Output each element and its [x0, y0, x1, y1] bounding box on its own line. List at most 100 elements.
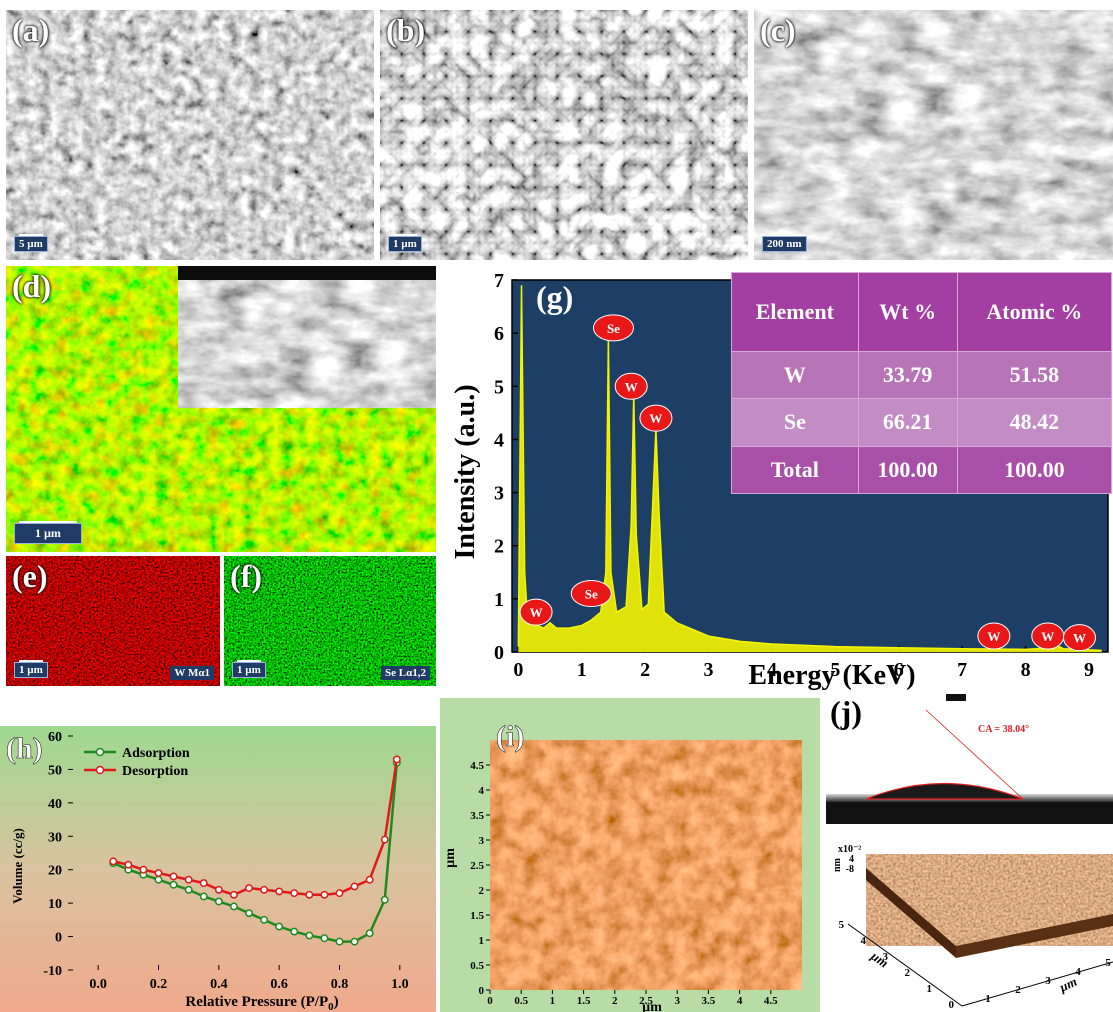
isotherm-point: [380, 895, 389, 904]
isotherm-point: [275, 922, 284, 931]
cross-section-inset: [178, 266, 436, 408]
scale-bar-b: 1 µm: [388, 234, 422, 252]
afm-3d-xtick-label: 3: [883, 951, 889, 963]
edx-peak-text: W: [530, 605, 543, 620]
isotherm-point: [290, 927, 299, 936]
isotherm-point: [365, 929, 374, 938]
element-tag-e: W Mα1: [170, 666, 214, 680]
afm-3d-xtick-label: 0: [949, 999, 955, 1011]
panel-label-i: (i): [496, 720, 524, 753]
sem-image-c: [754, 10, 1113, 260]
afm-3d-ytick-label: 5: [1105, 957, 1111, 969]
afm-3d-ytick-label: 1: [985, 993, 991, 1005]
edx-peak-text: W: [987, 629, 1000, 644]
afm-ytick-label: 2.5: [470, 860, 484, 872]
isotherm-point: [169, 872, 178, 881]
panel-label-h: (h): [6, 732, 43, 765]
afm-xtick-label: 3: [674, 995, 680, 1007]
eds-map-panel-e: (e) 1 µm W Mα1: [6, 556, 220, 686]
isotherm-xlabel: Relative Pressure (P/P0): [185, 994, 338, 1012]
edx-ytick-label: 0: [494, 642, 504, 664]
isotherm-point: [275, 887, 284, 896]
afm-ytick-label: 0: [479, 985, 485, 997]
afm-ytick-label: 4: [479, 785, 485, 797]
edx-peak-text: Se: [585, 587, 598, 602]
edx-xtick-label: 7: [957, 659, 967, 681]
edx-xtick-label: 2: [640, 659, 650, 681]
isotherm-point: [320, 890, 329, 899]
edx-ytick-label: 5: [494, 376, 504, 398]
isotherm-point: [350, 882, 359, 891]
isotherm-point: [184, 875, 193, 884]
sem-panel-c: (c) 200 nm: [754, 10, 1113, 260]
eds-map-panel-f: (f) 1 µm Se Lα1,2: [224, 556, 436, 686]
isotherm-point: [365, 875, 374, 884]
afm-3d-xtick-label: 5: [839, 919, 845, 931]
afm-topography-image: [490, 740, 802, 990]
isotherm-panel-background: [0, 726, 436, 1012]
isotherm-point: [214, 897, 223, 906]
sem-image-a: [6, 10, 374, 260]
afm-3d-ytick-label: 4: [1075, 966, 1081, 978]
isotherm-point: [229, 902, 238, 911]
isotherm-ytick-label: 0: [55, 931, 62, 946]
table-header-element: Element: [731, 272, 859, 352]
isotherm-point: [154, 875, 163, 884]
afm-2d-chart: 0 0.5 1 1.5 2 2.5 3 3.5 4 4.5 0 0.5 1 1.5 2 2.5 3 3.5 4 4.5…: [440, 698, 820, 1012]
table-header-wt: Wt %: [857, 272, 958, 352]
panel-label-a: (a): [12, 12, 50, 48]
afm-ylabel: µm: [443, 848, 458, 868]
afm-3d-surface: [866, 854, 1113, 946]
edx-ytick-label: 7: [494, 270, 504, 292]
edx-peak-label: Se: [592, 314, 634, 342]
isotherm-point: [335, 937, 344, 946]
edx-peak-label: W: [1031, 622, 1065, 650]
afm-ytick-label: 2: [479, 885, 485, 897]
afm-ytick-label: 1: [479, 935, 485, 947]
afm-ytick-label: 4.5: [470, 760, 484, 772]
legend-label: Adsorption: [122, 746, 190, 761]
isotherm-point: [214, 885, 223, 894]
sem-panel-b: (b) 1 µm: [380, 10, 748, 260]
afm-3d-zscale: x10⁻²: [838, 844, 861, 855]
isotherm-point: [305, 931, 314, 940]
isotherm-point: [169, 880, 178, 889]
table-cell: Total: [731, 445, 859, 495]
edx-peak-marker: [570, 580, 612, 608]
isotherm-point: [392, 755, 401, 764]
edx-peak-text: W: [1073, 631, 1086, 646]
edx-xtick-label: 5: [830, 659, 840, 681]
edx-xtick-label: 6: [894, 659, 904, 681]
isotherm-ytick-label: 20: [48, 864, 62, 879]
afm-3d-xtick-label: 2: [905, 967, 911, 979]
table-cell: 33.79: [857, 350, 958, 400]
table-row: Se 66.21 48.42: [731, 398, 1113, 447]
edx-peak-label: W: [519, 598, 553, 626]
panel-label-b: (b): [386, 12, 426, 48]
table-cell: 48.42: [956, 398, 1113, 447]
isotherm-point: [199, 879, 208, 888]
afm-3d-ytick-label: 3: [1045, 975, 1051, 987]
contact-angle-value: CA = 38.04°: [978, 724, 1030, 735]
afm-ytick-label: 1.5: [470, 910, 484, 922]
edx-peak-text: Se: [607, 321, 620, 336]
isotherm-point: [290, 889, 299, 898]
afm-3d-xtick-label: 1: [927, 983, 933, 995]
edx-peak-marker: [1062, 624, 1096, 652]
isotherm-xtick-label: 0.0: [89, 977, 107, 992]
afm-xtick-label: 2: [612, 995, 618, 1007]
isotherm-point: [245, 884, 253, 893]
afm-3d-ztick-label: 4: [849, 854, 854, 865]
table-row: W 33.79 51.58: [731, 350, 1113, 400]
edx-peak-label: W: [977, 622, 1011, 650]
edx-peak-marker: [977, 622, 1011, 650]
legend-marker: [95, 765, 105, 775]
table-cell: 100.00: [857, 445, 958, 495]
afm-ytick-label: 0.5: [470, 960, 484, 972]
afm-xtick-label: 0.5: [514, 995, 528, 1007]
isotherm-point: [320, 934, 329, 943]
isotherm-ytick-label: 10: [48, 897, 62, 912]
edx-xlabel: Energy (KeV): [748, 660, 915, 691]
afm-3d-side-left: [866, 868, 956, 958]
panel-label-d: (d): [12, 268, 52, 304]
